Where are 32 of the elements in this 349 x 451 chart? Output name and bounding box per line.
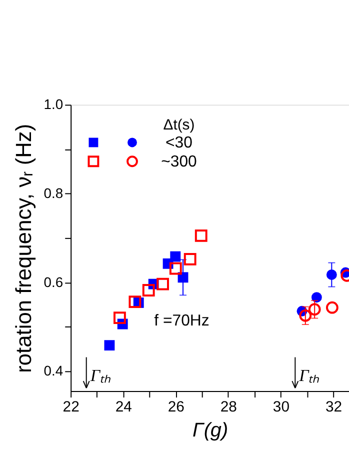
y-tick-label: 1.0 <box>44 96 64 112</box>
point <box>142 284 155 296</box>
point <box>128 296 142 308</box>
y-tick-label: 0.8 <box>44 184 64 201</box>
point <box>326 301 338 314</box>
x-tick-label: 32 <box>325 399 342 416</box>
y-tick-label: 0.6 <box>44 274 64 290</box>
point <box>326 270 337 280</box>
point <box>104 340 115 351</box>
y-tick-label: 0.4 <box>44 362 64 379</box>
point <box>114 312 126 324</box>
point <box>184 252 196 266</box>
legend-label: <30 <box>165 134 193 152</box>
ref-line-label: Γₜₕ <box>298 366 320 386</box>
x-tick-label: 24 <box>115 399 132 416</box>
point <box>299 309 312 322</box>
x-tick-label: 26 <box>168 399 184 416</box>
point <box>308 303 321 316</box>
annotation: f =70Hz <box>154 312 210 330</box>
legend-label: ~300 <box>161 153 198 170</box>
point <box>194 229 208 242</box>
y-axis-title: rotation frequency, νᵣ (Hz) <box>10 124 36 373</box>
x-axis-title: Γ(g) <box>192 419 228 442</box>
point <box>156 278 169 290</box>
legend-title: Δt(s) <box>163 118 195 134</box>
ref-line-label: Γₜₕ <box>89 366 111 386</box>
x-tick-label: 22 <box>62 399 80 416</box>
x-tick-label: 28 <box>220 399 237 416</box>
point <box>169 262 182 275</box>
x-tick-label: 30 <box>272 399 290 416</box>
point <box>170 251 181 262</box>
point <box>311 292 322 303</box>
